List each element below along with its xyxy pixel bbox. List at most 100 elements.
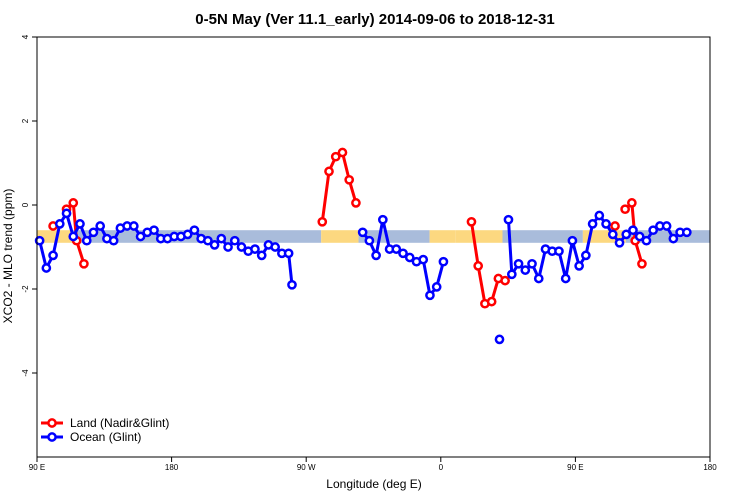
data-point — [68, 231, 79, 242]
data-point — [431, 282, 442, 292]
data-point — [81, 235, 92, 246]
data-point — [668, 233, 679, 244]
data-point — [506, 269, 517, 280]
data-point — [601, 219, 611, 229]
data-point — [466, 216, 477, 227]
data-point — [627, 198, 637, 208]
data-point — [88, 227, 99, 238]
data-point — [41, 263, 52, 273]
data-point — [324, 166, 334, 177]
y-axis: -4 -2 0 2 4 — [21, 34, 37, 377]
legend-marker — [47, 432, 57, 442]
legend-label: Ocean (Glint) — [70, 430, 141, 444]
data-point — [574, 261, 584, 271]
data-point — [513, 258, 524, 269]
data-point — [250, 244, 260, 254]
data-point — [79, 258, 89, 269]
band-segment-ocean — [358, 230, 430, 243]
data-point — [182, 229, 193, 240]
data-point — [351, 198, 361, 208]
data-point — [641, 235, 652, 246]
band-segment-land — [37, 230, 73, 243]
data-point — [61, 208, 72, 219]
data-point — [610, 221, 620, 231]
data-point — [48, 250, 58, 261]
data-point — [486, 296, 497, 307]
data-point — [681, 227, 692, 238]
data-point — [149, 225, 159, 236]
data-point — [270, 242, 281, 252]
data-point — [621, 229, 632, 240]
band-segment-land — [455, 230, 503, 243]
data-point — [256, 250, 267, 261]
data-point — [337, 147, 348, 158]
data-point — [223, 242, 233, 252]
data-point — [203, 235, 213, 246]
data-point — [503, 214, 514, 225]
data-point — [614, 237, 625, 248]
data-point — [594, 210, 605, 221]
data-point — [567, 235, 578, 246]
data-point — [75, 219, 85, 229]
data-point — [527, 258, 537, 269]
data-point — [494, 334, 505, 345]
band-segment-land — [321, 230, 359, 243]
data-point — [229, 235, 240, 246]
data-point — [108, 235, 119, 246]
data-point — [404, 252, 415, 263]
y-tick-label: 0 — [21, 202, 30, 207]
data-point — [216, 233, 227, 244]
data-point — [620, 204, 630, 215]
data-point — [418, 254, 429, 265]
data-point — [34, 235, 45, 246]
data-point — [209, 240, 220, 250]
data-point — [438, 256, 449, 267]
x-tick-label: 90 E — [29, 463, 45, 472]
data-point — [581, 250, 591, 261]
x-tick-label: 180 — [165, 463, 179, 472]
data-point — [661, 221, 672, 231]
data-point — [236, 242, 247, 252]
data-point — [357, 227, 368, 238]
x-tick-label: 90 W — [297, 463, 316, 472]
legend-label: Land (Nadir&Glint) — [70, 416, 169, 430]
data-point — [68, 198, 79, 208]
y-tick-label: 2 — [21, 118, 30, 123]
data-point — [634, 231, 645, 242]
data-point — [344, 174, 355, 185]
legend: Land (Nadir&Glint)Ocean (Glint) — [41, 416, 169, 444]
data-point — [283, 248, 294, 259]
data-point — [95, 221, 106, 231]
data-point — [135, 231, 146, 242]
y-axis-label: XCO2 - MLO trend (ppm) — [1, 189, 15, 324]
x-axis: 90 E 180 90 W 0 90 E 180 — [29, 457, 717, 472]
data-point — [317, 216, 328, 227]
x-axis-label: Longitude (deg E) — [326, 477, 421, 491]
x-tick-label: 90 E — [567, 463, 583, 472]
band-segment-land — [429, 230, 456, 243]
data-point — [500, 275, 510, 286]
data-point — [330, 151, 341, 162]
series-line — [320, 151, 358, 224]
series-land — [48, 147, 647, 309]
data-point — [364, 235, 375, 246]
x-tick-label: 180 — [703, 463, 717, 472]
data-point — [520, 265, 531, 275]
legend-marker — [47, 418, 57, 428]
data-point — [398, 248, 408, 259]
data-point — [587, 219, 598, 229]
band-segment-ocean — [502, 230, 583, 243]
x-tick-label: 0 — [439, 463, 444, 472]
data-point — [560, 273, 571, 284]
series-layer — [34, 147, 692, 345]
data-point — [473, 261, 484, 271]
data-point — [371, 250, 381, 261]
plot-frame — [36, 36, 711, 458]
data-point — [377, 214, 388, 225]
data-point — [287, 279, 297, 290]
series-ocean — [34, 208, 692, 345]
data-point — [128, 221, 139, 231]
data-point — [391, 244, 402, 254]
